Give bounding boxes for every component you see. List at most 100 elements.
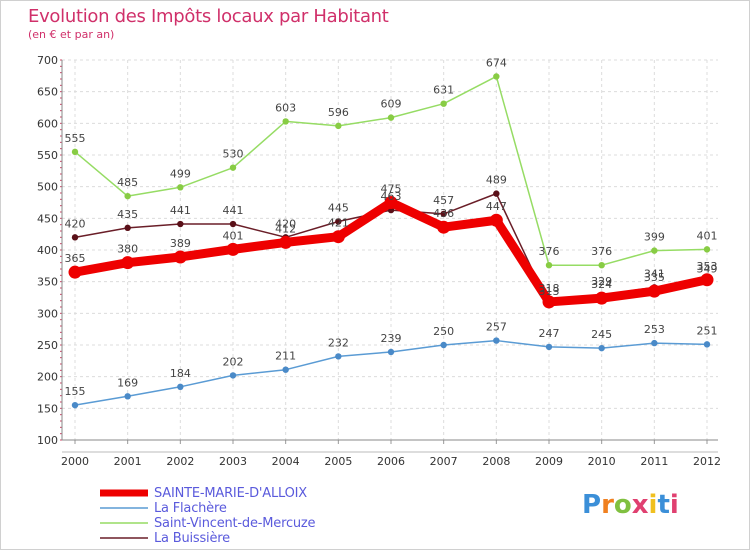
data-label: 250 bbox=[433, 325, 454, 338]
x-tick-label: 2004 bbox=[272, 455, 300, 468]
proxiti-logo: Proxiti bbox=[582, 490, 679, 520]
data-label: 329 bbox=[591, 275, 612, 288]
y-tick-label: 200 bbox=[37, 371, 58, 384]
data-label: 674 bbox=[486, 56, 507, 69]
data-point bbox=[598, 344, 605, 352]
data-label: 365 bbox=[65, 252, 86, 265]
x-tick-label: 2000 bbox=[61, 455, 89, 468]
data-point bbox=[595, 291, 609, 305]
data-point bbox=[545, 262, 553, 269]
data-point bbox=[493, 337, 500, 344]
data-label: 463 bbox=[381, 190, 402, 203]
data-point bbox=[493, 190, 500, 197]
data-label: 485 bbox=[117, 176, 138, 189]
logo-letter: t bbox=[657, 490, 670, 520]
data-label: 475 bbox=[381, 183, 402, 196]
data-label: 155 bbox=[65, 385, 86, 398]
x-tick-label: 2008 bbox=[482, 455, 510, 468]
logo-letter: o bbox=[613, 490, 632, 520]
logo-letter: x bbox=[631, 490, 649, 520]
data-label: 251 bbox=[697, 324, 718, 337]
data-point bbox=[68, 265, 82, 279]
data-point bbox=[282, 118, 289, 125]
data-point bbox=[282, 366, 289, 373]
data-point bbox=[387, 348, 395, 356]
data-point bbox=[437, 220, 451, 234]
data-point bbox=[229, 220, 237, 228]
y-tick-label: 300 bbox=[37, 307, 58, 320]
data-point bbox=[71, 148, 79, 156]
x-tick-label: 2011 bbox=[640, 455, 668, 468]
data-point bbox=[124, 393, 131, 400]
data-point bbox=[489, 213, 503, 227]
data-point bbox=[703, 246, 711, 253]
data-label: 499 bbox=[170, 167, 191, 180]
y-tick-label: 600 bbox=[37, 117, 58, 130]
x-tick-label: 2005 bbox=[324, 455, 352, 468]
logo-letter: i bbox=[648, 490, 658, 520]
chart-subtitle: (en € et par an) bbox=[28, 28, 115, 41]
data-point bbox=[177, 184, 184, 191]
legend-item: La Buissière bbox=[100, 531, 315, 546]
y-tick-label: 250 bbox=[37, 339, 58, 352]
x-tick-label: 2002 bbox=[166, 455, 194, 468]
data-label: 420 bbox=[65, 217, 86, 230]
data-point bbox=[124, 192, 131, 200]
data-label: 420 bbox=[275, 217, 296, 230]
logo-letter: r bbox=[601, 490, 614, 520]
data-point bbox=[598, 262, 605, 269]
data-label: 436 bbox=[433, 207, 454, 220]
data-point bbox=[703, 341, 711, 348]
data-point bbox=[647, 284, 661, 298]
legend-swatch bbox=[100, 522, 148, 524]
data-label: 239 bbox=[381, 332, 402, 345]
data-point bbox=[177, 220, 184, 228]
data-label: 247 bbox=[539, 327, 560, 340]
data-label: 412 bbox=[275, 222, 296, 235]
legend-label: Saint-Vincent-de-Mercuze bbox=[154, 516, 316, 531]
data-label: 380 bbox=[117, 243, 138, 256]
data-point bbox=[331, 230, 345, 244]
y-tick-label: 450 bbox=[37, 212, 58, 225]
data-point bbox=[542, 295, 556, 309]
data-point bbox=[71, 234, 79, 241]
data-label: 169 bbox=[117, 376, 138, 389]
x-tick-label: 2003 bbox=[219, 455, 247, 468]
data-point bbox=[229, 164, 237, 171]
data-label: 232 bbox=[328, 336, 349, 349]
data-point bbox=[493, 73, 500, 80]
legend-swatch bbox=[100, 507, 148, 509]
data-label: 353 bbox=[697, 260, 718, 273]
legend-item: La Flachère bbox=[100, 501, 315, 516]
data-point bbox=[335, 353, 342, 360]
data-point bbox=[121, 256, 135, 270]
data-label: 376 bbox=[539, 245, 560, 258]
data-point bbox=[440, 100, 447, 107]
legend-item: Saint-Vincent-de-Mercuze bbox=[100, 516, 316, 531]
x-tick-label: 2006 bbox=[377, 455, 405, 468]
data-label: 335 bbox=[644, 271, 665, 284]
data-label: 530 bbox=[223, 148, 244, 161]
y-tick-label: 400 bbox=[37, 244, 58, 257]
y-tick-label: 500 bbox=[37, 181, 58, 194]
data-label: 457 bbox=[433, 194, 454, 207]
x-tick-label: 2001 bbox=[114, 455, 142, 468]
data-point bbox=[545, 343, 553, 351]
y-tick-label: 150 bbox=[37, 402, 58, 415]
data-label: 313 bbox=[539, 285, 560, 298]
data-label: 445 bbox=[328, 202, 349, 215]
chart-title: Evolution des Impôts locaux par Habitant bbox=[28, 6, 389, 27]
data-label: 441 bbox=[223, 204, 244, 217]
data-label: 257 bbox=[486, 321, 507, 334]
data-label: 401 bbox=[697, 229, 718, 242]
x-tick-label: 2009 bbox=[535, 455, 563, 468]
legend-swatch bbox=[100, 489, 148, 497]
data-point bbox=[335, 122, 342, 130]
y-tick-label: 650 bbox=[37, 86, 58, 99]
data-point bbox=[440, 210, 447, 218]
data-label: 631 bbox=[433, 84, 454, 97]
data-point bbox=[226, 242, 240, 256]
logo-letter: P bbox=[582, 490, 602, 520]
logo-letter: i bbox=[669, 490, 679, 520]
